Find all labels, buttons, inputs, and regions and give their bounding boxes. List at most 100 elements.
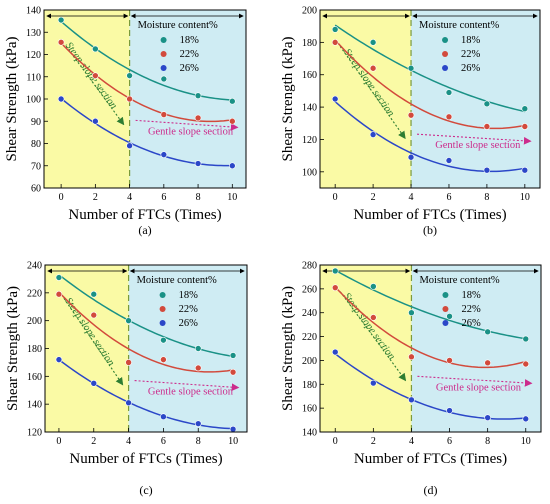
data-point-22pct: [370, 314, 377, 321]
fit-curve-22pct: [60, 42, 233, 123]
data-point-26pct: [331, 348, 339, 356]
data-point-26pct: [194, 160, 202, 167]
legend-label: 22%: [179, 304, 199, 315]
legend-marker: [442, 37, 449, 43]
data-point-18pct: [408, 309, 415, 317]
x-tick-label: 6: [446, 192, 451, 203]
legend-label: 18%: [179, 290, 199, 301]
gentle-slope-label: Gentle slope section: [148, 126, 234, 137]
y-tick-label: 120: [26, 50, 41, 61]
y-axis-title: Shear Strength (kPa): [280, 286, 296, 411]
legend-marker: [442, 65, 449, 71]
legend-label: 26%: [461, 318, 481, 329]
gentle-zone-bg: [411, 265, 541, 432]
data-point-22pct: [229, 117, 236, 125]
data-point-26pct: [55, 356, 63, 363]
legend-title: Moisture content%: [419, 275, 499, 286]
x-tick-label: 0: [59, 192, 64, 203]
legend-title: Moisture content%: [138, 20, 218, 31]
x-tick-label: 8: [485, 436, 490, 447]
legend-label: 26%: [179, 318, 199, 329]
data-point-22pct: [522, 360, 530, 368]
gentle-zone-bg: [128, 265, 247, 432]
plot-frame: [43, 9, 247, 189]
data-point-18pct: [126, 72, 133, 79]
data-point-18pct: [57, 16, 65, 24]
data-point-26pct: [160, 151, 168, 158]
gentle-zone-bg: [411, 10, 540, 188]
data-point-22pct: [92, 72, 99, 79]
fit-curve-22pct: [58, 291, 234, 373]
data-point-22pct: [407, 111, 415, 119]
fit-curve-18pct: [60, 20, 233, 101]
y-tick-label: 90: [31, 117, 41, 128]
data-point-18pct: [407, 64, 415, 72]
data-point-26pct: [57, 95, 65, 103]
data-point-26pct: [484, 414, 491, 421]
x-tick-label: 0: [56, 436, 61, 447]
x-tick-label: 2: [371, 192, 376, 203]
y-tick-label: 240: [302, 308, 317, 319]
data-point-26pct: [446, 407, 453, 414]
legend-label: 26%: [461, 63, 481, 74]
data-point-22pct: [446, 357, 453, 364]
data-point-22pct: [331, 39, 339, 46]
legend-marker: [159, 292, 166, 298]
y-tick-label: 200: [302, 356, 317, 367]
data-point-18pct: [55, 274, 63, 281]
data-point-26pct: [92, 117, 99, 125]
data-point-18pct: [522, 335, 530, 343]
gentle-slope-label: Gentle slope section: [435, 140, 521, 151]
data-point-26pct: [125, 399, 132, 407]
y-tick-label: 100: [302, 167, 317, 178]
data-point-22pct: [521, 123, 529, 130]
y-tick-label: 160: [302, 404, 317, 415]
fit-curve-18pct: [334, 24, 525, 113]
fit-curve-26pct: [60, 97, 233, 167]
y-tick-label: 80: [31, 139, 41, 150]
y-tick-label: 260: [302, 284, 317, 295]
data-point-26pct: [229, 162, 236, 170]
y-axis-title: Shear Strength (kPa): [5, 286, 21, 411]
x-tick-label: 10: [521, 436, 531, 447]
data-point-22pct: [55, 290, 63, 298]
data-point-26pct: [126, 142, 133, 150]
x-tick-label: 6: [447, 436, 452, 447]
legend-marker: [159, 320, 166, 326]
data-point-18pct: [90, 290, 98, 298]
x-tick-label: 4: [127, 192, 132, 203]
y-tick-label: 140: [26, 6, 41, 17]
y-tick-label: 70: [31, 161, 41, 172]
legend-label: 22%: [461, 49, 481, 60]
x-tick-label: 8: [196, 436, 201, 447]
data-point-22pct: [484, 359, 491, 367]
data-point-18pct: [446, 312, 453, 320]
y-tick-label: 220: [27, 288, 42, 299]
gentle-trend-arrow: [417, 375, 533, 387]
x-tick-label: 10: [227, 192, 237, 203]
gentle-trend-arrow: [135, 119, 239, 131]
data-point-26pct: [90, 379, 98, 387]
data-point-26pct: [369, 131, 377, 138]
legend-label: 22%: [461, 304, 481, 315]
data-point-18pct: [521, 105, 529, 113]
y-axis-title: Shear Strength (kPa): [4, 37, 20, 162]
data-point-22pct: [369, 64, 377, 72]
data-point-22pct: [483, 123, 491, 130]
steep-trend-arrow: [63, 297, 124, 386]
panel-label: (a): [138, 223, 151, 237]
legend-label: 18%: [461, 35, 481, 46]
data-point-26pct: [160, 413, 167, 420]
gentle-slope-label: Gentle slope section: [436, 382, 522, 393]
x-axis-title: Number of FTCs (Times): [353, 207, 506, 223]
fit-curve-26pct: [334, 101, 525, 173]
data-point-26pct: [483, 166, 491, 174]
y-tick-label: 140: [27, 400, 42, 411]
data-point-26pct: [194, 420, 202, 427]
legend-label: 26%: [180, 63, 200, 74]
data-point-22pct: [194, 364, 202, 372]
x-tick-label: 10: [228, 436, 238, 447]
